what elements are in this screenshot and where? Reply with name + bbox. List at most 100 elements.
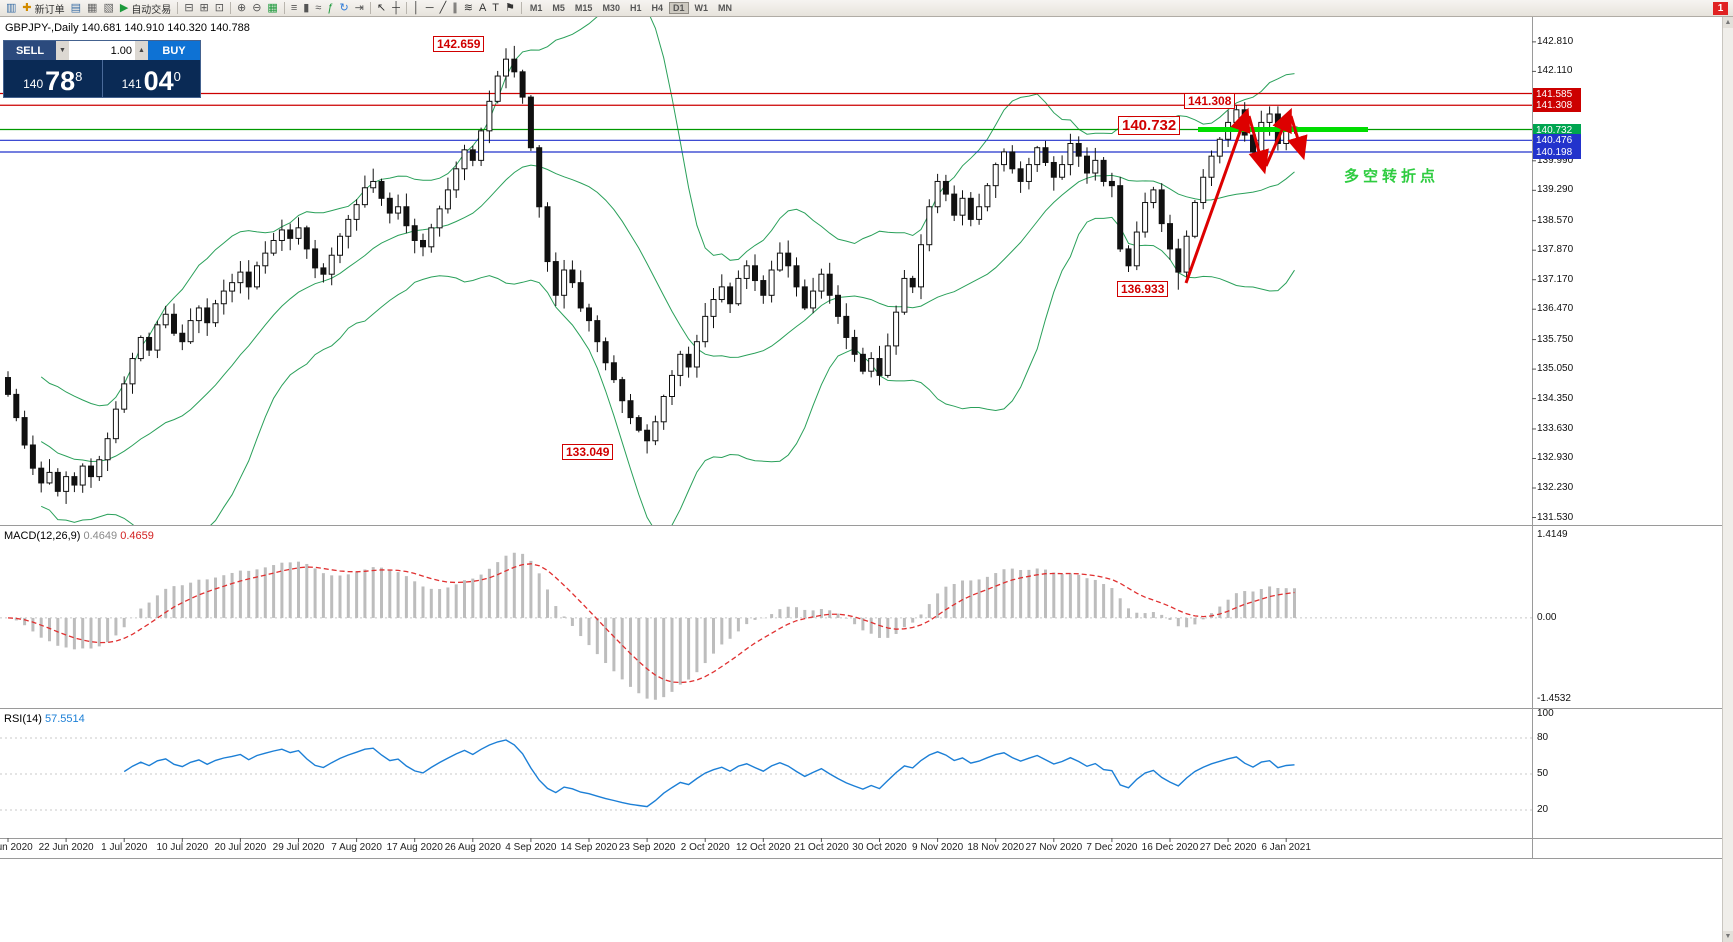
candlestick-chart-button[interactable]: ▮	[300, 1, 312, 16]
cursor-button[interactable]: ↖	[374, 1, 389, 16]
indicators-button[interactable]: ƒ	[324, 1, 336, 16]
autotrading-icon: ▶	[119, 1, 129, 14]
new-order-button-label: 新订单	[34, 4, 65, 16]
sell-button[interactable]: SELL	[4, 41, 56, 60]
price-axis-label: 139.290	[1537, 184, 1574, 196]
tile-horizontally-icon: ⊞	[199, 1, 209, 14]
price-axis-label: 133.630	[1537, 422, 1574, 434]
navigator-button[interactable]: ▧	[100, 1, 116, 16]
price-tag-141.585: 141.585	[1533, 87, 1581, 101]
vertical-scrollbar[interactable]: ▲ ▼	[1722, 17, 1733, 942]
sell-price-prefix: 140	[23, 77, 44, 91]
trend-arrows[interactable]	[1184, 107, 1308, 284]
price-annotation-136.933[interactable]: 136.933	[1117, 281, 1169, 297]
timeframe-d1[interactable]: D1	[668, 2, 689, 14]
price-annotation-133.049[interactable]: 133.049	[562, 444, 614, 460]
macd-axis-max: 1.4149	[1537, 529, 1568, 540]
date-axis-label: 6 Jan 2021	[1261, 842, 1311, 853]
date-axis-label: 4 Sep 2020	[505, 842, 557, 853]
date-axis-label: 16 Dec 2020	[1141, 842, 1199, 853]
text-button[interactable]: A	[476, 1, 489, 16]
line-chart-icon: ≈	[315, 1, 322, 14]
sell-price-pips: 8	[75, 69, 83, 84]
sell-price-big-digits: 78	[45, 66, 76, 96]
buy-price-display[interactable]: 141 04 0	[101, 60, 201, 97]
date-axis-label: 23 Sep 2020	[618, 842, 676, 853]
volume-input[interactable]	[69, 41, 135, 60]
chart-window-icon[interactable]: ▥	[3, 1, 19, 16]
date-axis-label: 1 Jul 2020	[101, 842, 148, 853]
chart-ohlc-header: GBPJPY-,Daily 140.681 140.910 140.320 14…	[5, 22, 250, 34]
price-annotation-140.732[interactable]: 140.732	[1118, 116, 1181, 135]
candlestick-series	[5, 45, 1298, 504]
tile-windows-button[interactable]: ▦	[264, 1, 280, 16]
date-axis-label: 12 Oct 2020	[736, 842, 791, 853]
trendline-button[interactable]: ╱	[437, 1, 450, 16]
horizontal-level-lines[interactable]	[0, 92, 1532, 153]
trendline-icon: ╱	[439, 1, 447, 14]
price-axis-label: 137.870	[1537, 244, 1574, 256]
market-watch-button[interactable]: ▦	[84, 1, 100, 16]
fibonacci-button[interactable]: ≋	[461, 1, 476, 16]
zoom-in-button[interactable]: ⊕	[234, 1, 249, 16]
price-axis-label: 142.810	[1537, 35, 1574, 47]
new-chart-button[interactable]: ▤	[68, 1, 84, 16]
turning-point-annotation[interactable]: 多空转折点	[1344, 168, 1440, 185]
scroll-down-button[interactable]: ▼	[1723, 931, 1733, 942]
toolbar-separator	[369, 2, 371, 14]
tile-horizontally-button[interactable]: ⊞	[197, 1, 212, 16]
date-axis-label: 29 Jul 2020	[272, 842, 325, 853]
price-axis-label: 132.230	[1537, 482, 1574, 493]
timeframe-w1[interactable]: W1	[694, 3, 709, 13]
macd-histogram	[14, 552, 1296, 700]
bar-chart-button[interactable]: ≡	[288, 1, 300, 16]
zoom-out-button[interactable]: ⊖	[249, 1, 264, 16]
arrows-button[interactable]: ⚑	[502, 1, 518, 16]
timeframe-m5[interactable]: M5	[552, 3, 565, 13]
rsi-label: RSI(14)	[4, 713, 42, 725]
price-axis-label: 137.170	[1537, 273, 1574, 285]
timeframe-m15[interactable]: M15	[574, 3, 593, 13]
chart-shift-button[interactable]: ⇥	[352, 1, 367, 16]
rsi-header: RSI(14) 57.5514	[4, 713, 85, 725]
macd-signal-value: 0.4659	[120, 530, 154, 542]
crosshair-button[interactable]: ┼	[389, 1, 403, 16]
auto-scroll-button[interactable]: ↻	[336, 1, 351, 16]
autotrading-button[interactable]: ▶ 自动交易	[117, 1, 174, 16]
candlestick-chart-icon: ▮	[303, 1, 310, 14]
volume-decrease-button[interactable]: ▼	[56, 41, 69, 60]
text-label-button[interactable]: T	[489, 1, 502, 16]
date-axis-label: 30 Oct 2020	[852, 842, 907, 853]
price-axis-label: 134.350	[1537, 392, 1574, 404]
cascade-windows-button[interactable]: ⊟	[181, 1, 196, 16]
toolbar-separator	[405, 2, 407, 14]
scroll-up-button[interactable]: ▲	[1723, 17, 1733, 28]
zoom-in-icon: ⊕	[236, 1, 247, 14]
timeframe-h4[interactable]: H4	[651, 3, 663, 13]
timeframe-m30[interactable]: M30	[602, 3, 620, 13]
notification-badge[interactable]: 1	[1713, 1, 1728, 15]
vertical-line-icon: │	[412, 1, 420, 14]
timeframe-h1[interactable]: H1	[629, 3, 642, 13]
timeframe-m1[interactable]: M1	[529, 3, 543, 13]
tile-vertically-button[interactable]: ⊡	[212, 1, 227, 16]
scrollbar-track[interactable]	[1723, 28, 1733, 931]
rsi-axis-label: 50	[1537, 768, 1549, 779]
channel-icon: ∥	[452, 1, 458, 14]
new-order-button[interactable]: ✚ 新订单	[19, 1, 67, 16]
line-chart-button[interactable]: ≈	[312, 1, 324, 16]
horizontal-line-button[interactable]: ─	[423, 1, 437, 16]
price-annotation-142.659[interactable]: 142.659	[433, 36, 485, 52]
volume-increase-button[interactable]: ▲	[135, 41, 148, 60]
channel-button[interactable]: ∥	[449, 1, 461, 16]
timeframe-mn[interactable]: MN	[718, 3, 732, 13]
rsi-axis-label: 80	[1537, 732, 1549, 743]
buy-button[interactable]: BUY	[148, 41, 200, 60]
vertical-line-button[interactable]: │	[410, 1, 423, 16]
price-annotation-141.308[interactable]: 141.308	[1184, 93, 1236, 109]
sell-price-display[interactable]: 140 78 8	[4, 60, 102, 97]
date-axis-label: 2 Jun 2020	[0, 842, 33, 853]
